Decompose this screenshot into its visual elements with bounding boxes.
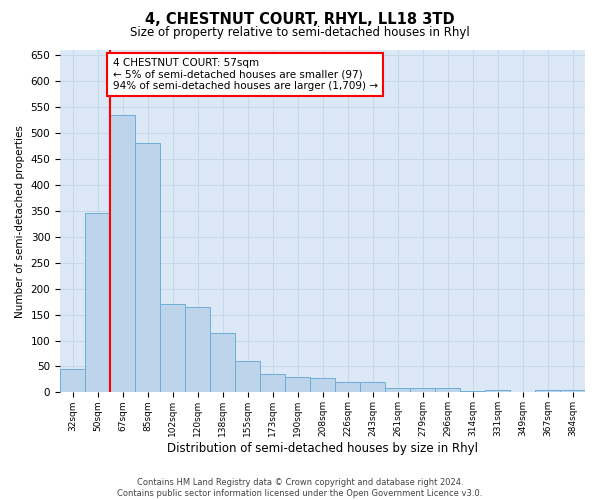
Bar bbox=[410, 388, 435, 392]
Bar bbox=[260, 374, 285, 392]
Text: 4, CHESTNUT COURT, RHYL, LL18 3TD: 4, CHESTNUT COURT, RHYL, LL18 3TD bbox=[145, 12, 455, 28]
Y-axis label: Number of semi-detached properties: Number of semi-detached properties bbox=[15, 125, 25, 318]
Bar bbox=[85, 214, 110, 392]
Bar bbox=[335, 382, 360, 392]
Bar bbox=[385, 388, 410, 392]
Bar bbox=[110, 115, 135, 392]
Bar bbox=[310, 378, 335, 392]
X-axis label: Distribution of semi-detached houses by size in Rhyl: Distribution of semi-detached houses by … bbox=[167, 442, 478, 455]
Bar bbox=[60, 369, 85, 392]
Bar bbox=[485, 390, 510, 392]
Bar bbox=[135, 144, 160, 392]
Text: Contains HM Land Registry data © Crown copyright and database right 2024.
Contai: Contains HM Land Registry data © Crown c… bbox=[118, 478, 482, 498]
Bar bbox=[560, 390, 585, 392]
Bar bbox=[285, 377, 310, 392]
Bar bbox=[435, 388, 460, 392]
Text: 4 CHESTNUT COURT: 57sqm
← 5% of semi-detached houses are smaller (97)
94% of sem: 4 CHESTNUT COURT: 57sqm ← 5% of semi-det… bbox=[113, 58, 377, 91]
Bar bbox=[210, 333, 235, 392]
Bar bbox=[360, 382, 385, 392]
Bar bbox=[235, 362, 260, 392]
Bar bbox=[535, 390, 560, 392]
Bar bbox=[160, 304, 185, 392]
Bar bbox=[185, 307, 210, 392]
Text: Size of property relative to semi-detached houses in Rhyl: Size of property relative to semi-detach… bbox=[130, 26, 470, 39]
